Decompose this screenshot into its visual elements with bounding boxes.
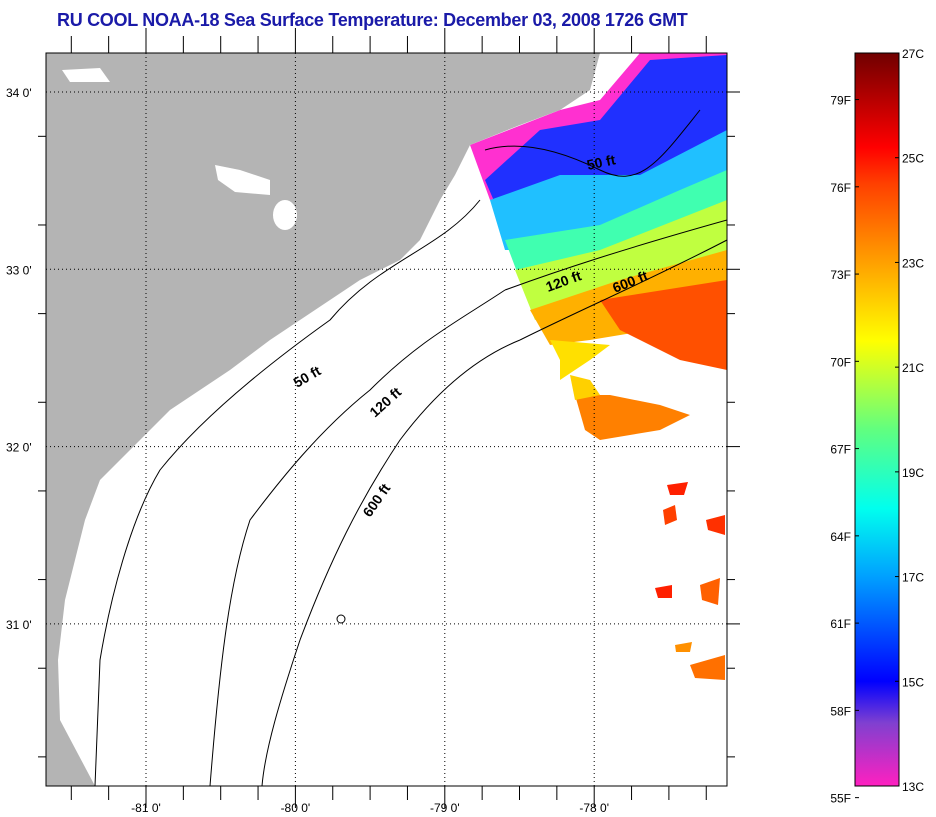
colorbar-fahrenheit-label: 79F	[830, 94, 851, 108]
depth-contours	[94, 109, 727, 786]
lat-label: 32 0'	[6, 441, 32, 455]
colorbar-fahrenheit-label: 73F	[830, 268, 851, 282]
colorbar-fahrenheit-label: 58F	[830, 704, 851, 718]
colorbar-celsius-label: 25C	[902, 152, 924, 166]
colorbar-celsius-label: 13C	[902, 780, 924, 794]
colorbar	[854, 52, 900, 787]
colorbar-fahrenheit-label: 70F	[830, 355, 851, 369]
colorbar-fahrenheit-label: 67F	[830, 443, 851, 457]
contour-label-50ft: 50 ft	[585, 151, 617, 173]
lon-label: -80 0'	[281, 801, 311, 815]
colorbar-celsius-label: 15C	[902, 675, 924, 689]
colorbar-fahrenheit-label: 55F	[830, 792, 851, 806]
colorbar-celsius-label: 23C	[902, 256, 924, 270]
colorbar-fahrenheit-label: 61F	[830, 617, 851, 631]
figure-title: RU COOL NOAA-18 Sea Surface Temperature:…	[57, 10, 688, 30]
colorbar-celsius-label: 17C	[902, 571, 924, 585]
colorbar-celsius-label: 21C	[902, 361, 924, 375]
map-frame	[45, 52, 728, 787]
sst-swath	[470, 53, 727, 680]
lat-label: 33 0'	[6, 263, 32, 277]
colorbar-celsius-label: 19C	[902, 466, 924, 480]
lon-label: -81 0'	[131, 801, 161, 815]
colorbar-fahrenheit-label: 76F	[830, 181, 851, 195]
colorbar-celsius-label: 27C	[902, 47, 924, 61]
lat-label: 31 0'	[6, 618, 32, 632]
lon-label: -79 0'	[430, 801, 460, 815]
lon-label: -78 0'	[579, 801, 609, 815]
colorbar-fahrenheit-label: 64F	[830, 530, 851, 544]
lat-label: 34 0'	[6, 86, 32, 100]
land-mass	[46, 53, 600, 786]
